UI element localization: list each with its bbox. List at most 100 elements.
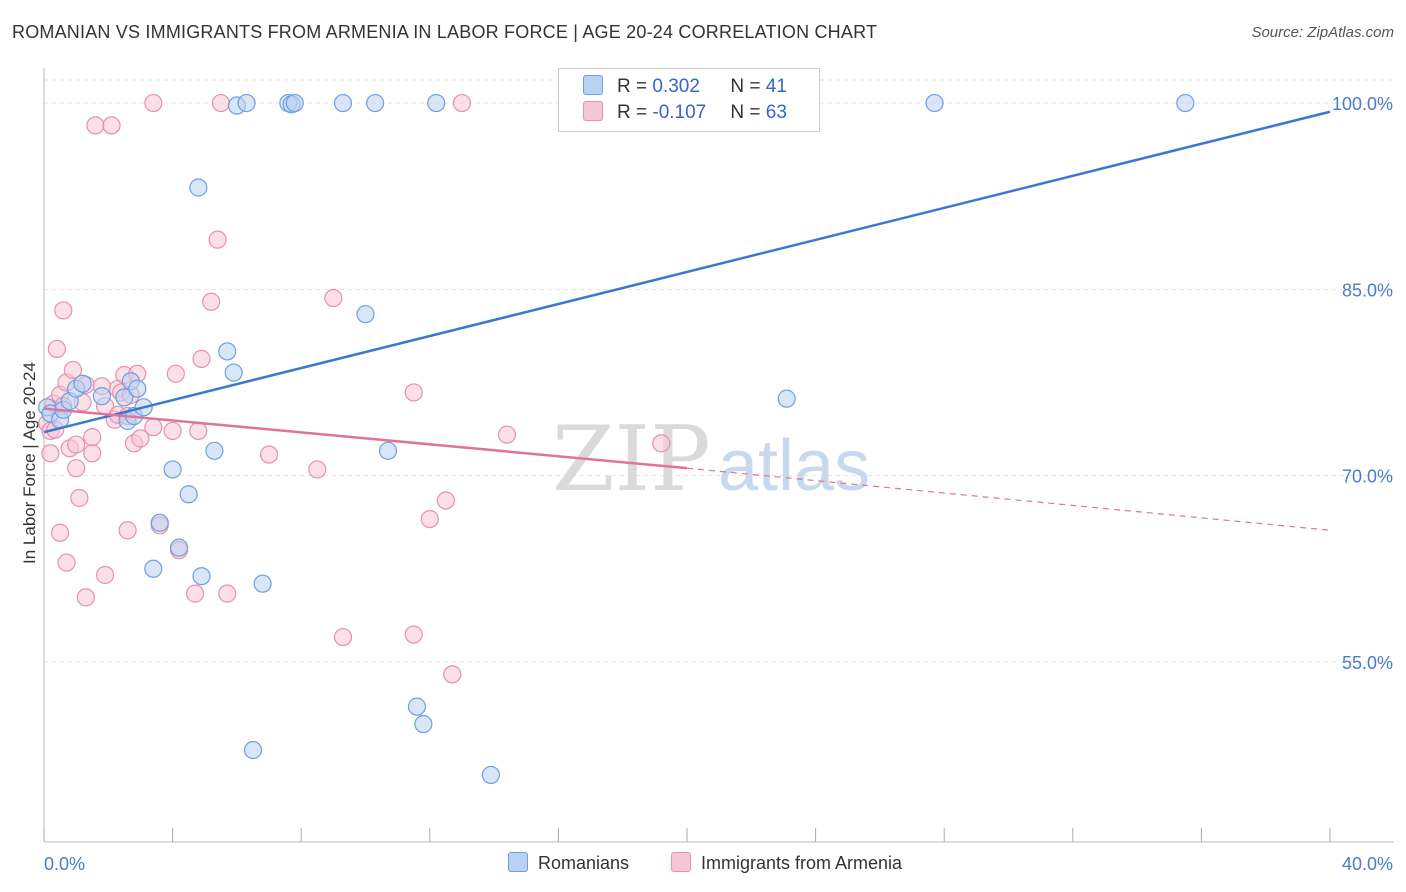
romanians-point bbox=[253, 574, 272, 593]
armenia-point bbox=[208, 230, 227, 249]
armenia-point bbox=[144, 93, 163, 113]
armenia-point bbox=[186, 584, 205, 603]
armenia-point bbox=[70, 488, 89, 508]
armenia-point bbox=[211, 93, 230, 113]
romanians-point bbox=[169, 538, 189, 557]
armenia-point bbox=[76, 588, 95, 607]
romanians-point bbox=[192, 567, 211, 586]
armenia-point bbox=[50, 523, 70, 542]
correlation-legend: R = 0.302 N = 41 R = -0.107 N = 63 bbox=[558, 68, 820, 132]
armenia-point bbox=[41, 444, 60, 463]
armenia-point bbox=[63, 360, 83, 380]
tick-labels: 55.0% 70.0% 85.0% 100.0% 0.0% 40.0% bbox=[44, 94, 1393, 874]
armenia-point bbox=[497, 425, 517, 444]
romanians-point bbox=[237, 93, 256, 113]
romanians-point bbox=[407, 697, 427, 716]
romanians-legend-swatch bbox=[508, 852, 528, 872]
series-legend: Romanians Immigrants from Armenia bbox=[0, 852, 1406, 878]
legend-row-armenia: R = -0.107 N = 63 bbox=[583, 101, 787, 127]
armenia-trendline-extension bbox=[686, 467, 1331, 531]
romanians-point bbox=[1176, 93, 1195, 113]
y-tick-label: 70.0% bbox=[1342, 467, 1393, 487]
armenia-legend-swatch bbox=[671, 852, 691, 872]
romanians-point bbox=[144, 559, 163, 578]
armenia-trendline bbox=[43, 407, 688, 470]
grid-lines bbox=[44, 79, 1394, 663]
legend-item-armenia: Immigrants from Armenia bbox=[671, 852, 902, 874]
romanians-point bbox=[285, 93, 304, 113]
y-tick-label: 55.0% bbox=[1342, 653, 1393, 673]
romanians-point bbox=[218, 342, 237, 361]
romanians-n-label: N = bbox=[730, 76, 766, 97]
watermark: ZIP atlas bbox=[552, 407, 870, 512]
romanians-swatch bbox=[583, 75, 603, 95]
armenia-point bbox=[452, 93, 472, 113]
armenia-point bbox=[436, 491, 455, 510]
armenia-point bbox=[259, 445, 279, 464]
romanians-point bbox=[150, 513, 169, 532]
armenia-point bbox=[67, 435, 86, 454]
armenia-point bbox=[131, 429, 150, 448]
romanians-point bbox=[378, 441, 398, 460]
romanians-n-value: 41 bbox=[765, 76, 787, 97]
armenia-legend-label: Immigrants from Armenia bbox=[701, 853, 903, 873]
armenia-n-value: 63 bbox=[765, 102, 787, 123]
armenia-point bbox=[67, 459, 86, 478]
armenia-point bbox=[189, 421, 208, 441]
legend-row-romanians: R = 0.302 N = 41 bbox=[583, 75, 787, 101]
armenia-point bbox=[86, 116, 105, 135]
armenia-point bbox=[202, 292, 221, 311]
legend-item-romanians: Romanians bbox=[508, 852, 629, 874]
romanians-point bbox=[205, 441, 224, 460]
romanians-point bbox=[427, 93, 446, 113]
armenia-point bbox=[420, 509, 439, 529]
romanians-point bbox=[189, 178, 208, 197]
romanians-point bbox=[115, 388, 134, 407]
watermark-zip: ZIP bbox=[552, 407, 711, 512]
armenia-point bbox=[166, 364, 185, 383]
armenia-point bbox=[83, 428, 102, 447]
x-tick-label-max: 40.0% bbox=[1342, 854, 1393, 874]
armenia-swatch bbox=[583, 101, 603, 121]
armenia-point bbox=[102, 116, 121, 135]
romanians-legend-label: Romanians bbox=[538, 853, 630, 873]
trendlines bbox=[43, 110, 1331, 531]
romanians-r-label: R = bbox=[617, 76, 653, 97]
romanians-point bbox=[925, 93, 944, 113]
y-axis-title: In Labor Force | Age 20-24 bbox=[20, 362, 39, 564]
armenia-r-value: -0.107 bbox=[652, 102, 707, 123]
armenia-point bbox=[47, 339, 66, 359]
romanians-point bbox=[243, 740, 263, 760]
armenia-r-label: R = bbox=[617, 102, 653, 123]
armenia-point bbox=[404, 383, 423, 402]
romanians-trendline bbox=[43, 110, 1331, 434]
romanians-point bbox=[73, 374, 92, 393]
romanians-point bbox=[92, 387, 111, 406]
armenia-point bbox=[652, 434, 671, 453]
armenia-point bbox=[218, 584, 237, 603]
source-text: Source: ZipAtlas.com bbox=[1251, 24, 1394, 41]
armenia-n-label: N = bbox=[730, 102, 766, 123]
armenia-point bbox=[163, 421, 182, 441]
romanians-point bbox=[481, 765, 500, 785]
y-tick-label: 100.0% bbox=[1332, 94, 1393, 114]
armenia-point bbox=[404, 625, 423, 644]
armenia-point bbox=[308, 460, 327, 479]
romanians-point bbox=[128, 379, 147, 398]
armenia-point bbox=[324, 288, 343, 308]
romanians-r-value: 0.302 bbox=[652, 76, 700, 97]
armenia-point bbox=[95, 565, 115, 585]
romanians-point bbox=[366, 93, 385, 113]
x-tick-label-min: 0.0% bbox=[44, 854, 85, 874]
romanians-point bbox=[414, 714, 433, 734]
armenia-point bbox=[57, 553, 76, 572]
romanians-point bbox=[224, 363, 243, 382]
armenia-point bbox=[118, 521, 137, 540]
romanians-point bbox=[179, 485, 198, 504]
romanians-point bbox=[163, 460, 182, 479]
armenia-point bbox=[443, 665, 462, 684]
romanians-point bbox=[333, 93, 353, 113]
romanians-point bbox=[356, 305, 375, 324]
watermark-atlas: atlas bbox=[718, 426, 870, 506]
